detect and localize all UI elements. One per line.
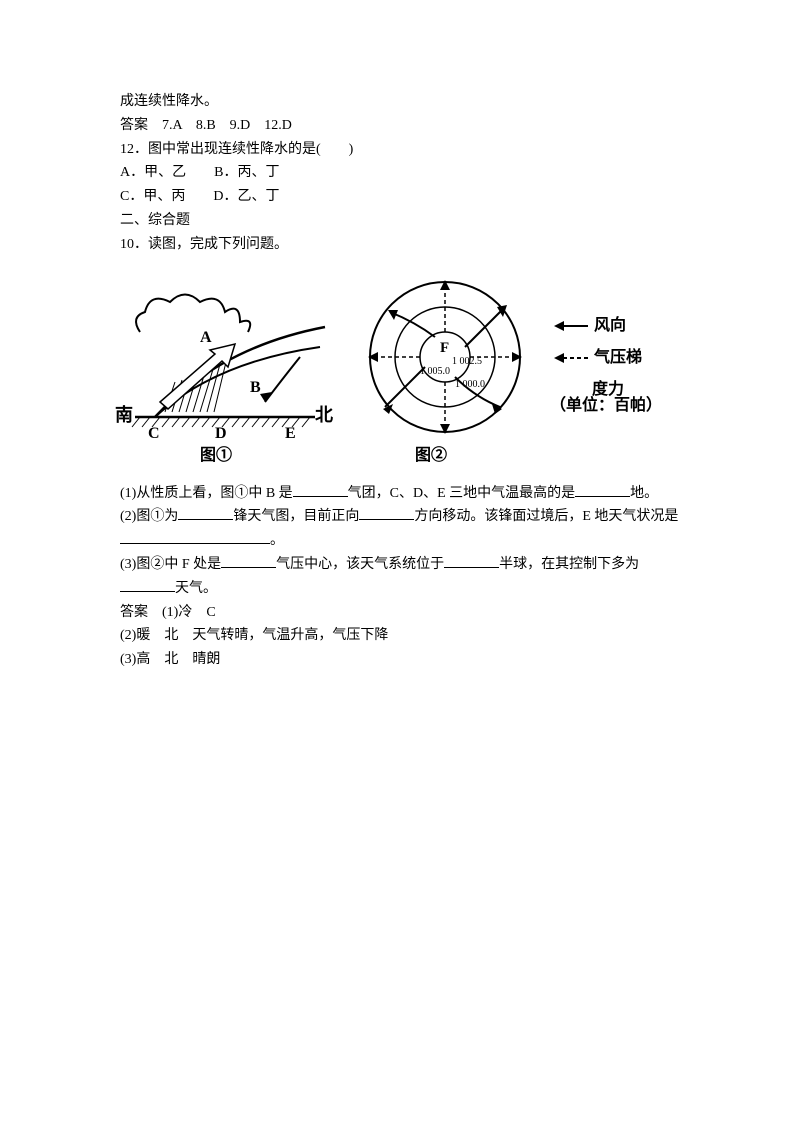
option-ab: A．甲、乙 B．丙、丁 xyxy=(120,161,680,185)
caption-1: 图① xyxy=(200,442,232,469)
label-a: A xyxy=(200,329,212,346)
figure-area: A B 南 北 C D E xyxy=(120,272,680,472)
question-12: 12．图中常出现连续性降水的是( ) xyxy=(120,138,680,162)
q3-part-c: 半球，在其控制下多为 xyxy=(499,557,639,572)
north-label: 北 xyxy=(315,400,333,431)
iso-1005: 1 005.0 xyxy=(420,366,450,377)
answer-3: (3)高 北 晴朗 xyxy=(120,648,680,672)
section-heading: 二、综合题 xyxy=(120,209,680,233)
q3: (3)图②中 F 处是 气压中心，该天气系统位于 半球，在其控制下多为 xyxy=(120,553,680,577)
q1-part-c: 地。 xyxy=(630,486,658,501)
blank xyxy=(120,577,175,592)
q1-part-b: 气团，C、D、E 三地中气温最高的是 xyxy=(348,486,576,501)
option-cd: C．甲、丙 D．乙、丁 xyxy=(120,185,680,209)
answer-line: 答案 7.A 8.B 9.D 12.D xyxy=(120,114,680,138)
q3-part-b: 气压中心，该天气系统位于 xyxy=(276,557,444,572)
q2-part-c: 方向移动。该锋面过境后，E 地天气状况是 xyxy=(414,509,678,524)
q1: (1)从性质上看，图①中 B 是 气团，C、D、E 三地中气温最高的是 地。 xyxy=(120,482,680,506)
caption-2: 图② xyxy=(415,442,447,469)
south-label: 南 xyxy=(115,400,133,431)
gradient-label-1: 气压梯 xyxy=(594,349,642,366)
answer-2: (2)暖 北 天气转晴，气温升高，气压下降 xyxy=(120,624,680,648)
label-e: E xyxy=(285,420,296,447)
q3-part-a: (3)图②中 F 处是 xyxy=(120,557,221,572)
blank xyxy=(178,505,233,520)
unit-label: （单位：百帕） xyxy=(550,392,662,419)
document-page: 成连续性降水。 答案 7.A 8.B 9.D 12.D 12．图中常出现连续性降… xyxy=(0,0,800,672)
wind-dir-row: 风向 xyxy=(550,312,642,339)
q2-part-d: 。 xyxy=(270,533,284,548)
answer-1: 答案 (1)冷 C xyxy=(120,601,680,625)
gradient-row: 气压梯 xyxy=(550,344,642,371)
blank-long xyxy=(120,529,270,544)
blank xyxy=(575,482,630,497)
q2-cont: 。 xyxy=(120,529,680,553)
blank xyxy=(293,482,348,497)
q3-part-d: 天气。 xyxy=(175,581,217,596)
figure-1: A B 南 北 C D E xyxy=(120,272,330,446)
q2-part-a: (2)图①为 xyxy=(120,509,178,524)
blank xyxy=(359,505,414,520)
iso-1000: 1 000.0 xyxy=(455,379,485,390)
wind-dir-label: 风向 xyxy=(594,317,626,334)
label-b: B xyxy=(250,379,261,396)
figure-2: F 1 005.0 1 002.5 1 000.0 xyxy=(360,272,540,451)
blank xyxy=(444,553,499,568)
blank xyxy=(221,553,276,568)
q3-cont: 天气。 xyxy=(120,577,680,601)
question-10: 10．读图，完成下列问题。 xyxy=(120,233,680,257)
text-line: 成连续性降水。 xyxy=(120,90,680,114)
pressure-system-svg: F 1 005.0 1 002.5 1 000.0 xyxy=(360,272,540,442)
front-diagram-svg: A B xyxy=(120,272,330,437)
label-c: C xyxy=(148,420,160,447)
q2-part-b: 锋天气图，目前正向 xyxy=(233,509,359,524)
q2: (2)图①为 锋天气图，目前正向 方向移动。该锋面过境后，E 地天气状况是 xyxy=(120,505,680,529)
iso-1002: 1 002.5 xyxy=(452,356,482,367)
label-f: F xyxy=(440,340,449,356)
q1-part-a: (1)从性质上看，图①中 B 是 xyxy=(120,486,293,501)
